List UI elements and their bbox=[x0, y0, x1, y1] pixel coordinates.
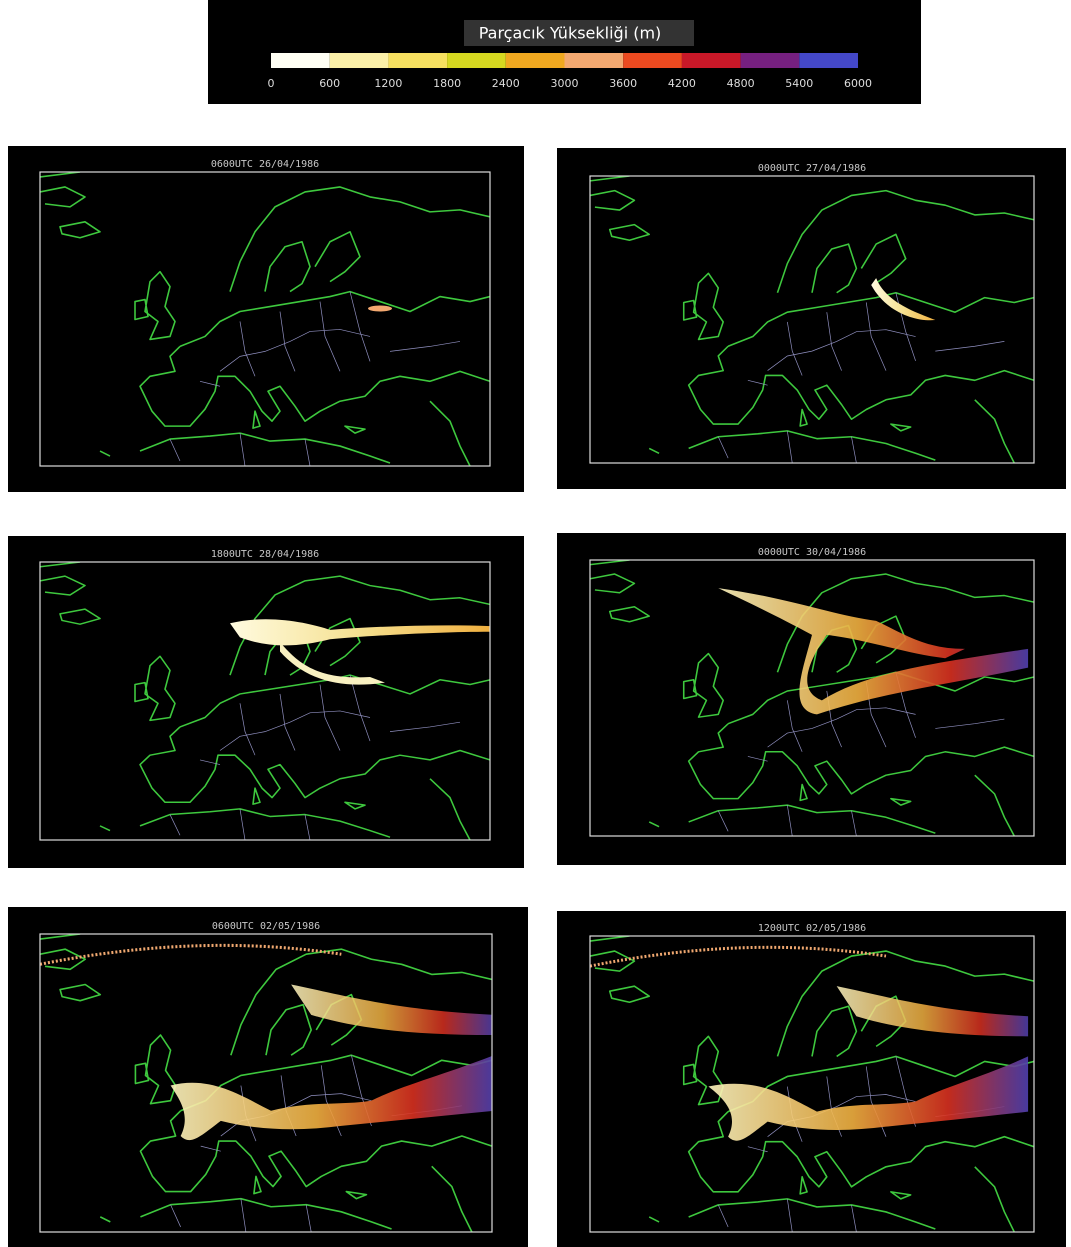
color-bar-segment bbox=[388, 53, 448, 68]
color-bar-segment bbox=[623, 53, 682, 68]
color-bar bbox=[271, 53, 858, 68]
color-bar-tick-label: 0 bbox=[268, 77, 275, 90]
color-bar-ticks: 0 600 1200 1800 2400 3000 3600 4200 4800 5400 6000 bbox=[268, 77, 873, 90]
color-bar-segment bbox=[740, 53, 800, 68]
map-panel: 1800UTC 28/04/1986 bbox=[8, 536, 524, 868]
legend-title-box bbox=[464, 20, 694, 46]
color-bar-tick-label: 5400 bbox=[785, 77, 813, 90]
map-panel: 0600UTC 02/05/1986 bbox=[8, 907, 528, 1247]
color-bar-tick-label: 4200 bbox=[668, 77, 696, 90]
color-bar-segment bbox=[447, 53, 506, 68]
map bbox=[590, 936, 1034, 1232]
particle-plume bbox=[368, 305, 392, 312]
color-bar-tick-label: 600 bbox=[319, 77, 340, 90]
panel-title: 0600UTC 02/05/1986 bbox=[212, 921, 320, 932]
color-bar-tick-label: 6000 bbox=[844, 77, 872, 90]
color-bar-tick-label: 4800 bbox=[727, 77, 755, 90]
plume-shape bbox=[230, 619, 490, 646]
map-frame bbox=[589, 935, 1035, 1233]
map-panel: 0000UTC 27/04/1986 bbox=[557, 148, 1066, 489]
color-bar-tick-label: 1200 bbox=[374, 77, 402, 90]
panel-title: 0000UTC 30/04/1986 bbox=[758, 547, 866, 558]
plume-shape bbox=[170, 1055, 492, 1141]
map-panel: 0000UTC 30/04/1986 bbox=[557, 533, 1066, 865]
map bbox=[40, 934, 492, 1232]
color-bar-tick-label: 2400 bbox=[492, 77, 520, 90]
map bbox=[590, 176, 1034, 463]
map-panel: 1200UTC 02/05/1986 bbox=[557, 911, 1066, 1247]
map bbox=[40, 172, 490, 466]
map-frame bbox=[589, 175, 1035, 464]
map-frame bbox=[589, 559, 1035, 837]
color-bar-segment bbox=[505, 53, 565, 68]
color-bar-tick-label: 3000 bbox=[551, 77, 579, 90]
plume-shape bbox=[280, 642, 385, 685]
particle-plume bbox=[871, 278, 936, 321]
legend-title: Parçacık Yüksekliği (m) bbox=[479, 24, 662, 43]
color-bar-tick-label: 1800 bbox=[433, 77, 461, 90]
legend: Parçacık Yüksekliği (m) 0 600 1200 1800 2400… bbox=[208, 0, 921, 104]
color-bar-segment bbox=[329, 53, 389, 68]
map-frame bbox=[39, 933, 493, 1233]
particle-plume bbox=[40, 943, 492, 1141]
plume-shape bbox=[708, 1056, 1029, 1141]
panel-title: 1200UTC 02/05/1986 bbox=[758, 923, 866, 934]
particle-plume bbox=[718, 588, 1029, 715]
plume-shape bbox=[871, 278, 936, 321]
plume-shape bbox=[291, 984, 492, 1036]
map-panel: 0600UTC 26/04/1986 bbox=[8, 146, 524, 492]
particle-plume bbox=[230, 619, 490, 685]
color-bar-segment bbox=[564, 53, 624, 68]
plume-shape bbox=[836, 986, 1029, 1037]
legend-background bbox=[208, 0, 921, 104]
map-frame bbox=[39, 171, 491, 467]
map-frame bbox=[39, 561, 491, 841]
map bbox=[590, 560, 1034, 836]
map bbox=[40, 562, 490, 840]
color-bar-segment bbox=[799, 53, 858, 68]
color-bar-segment bbox=[681, 53, 741, 68]
color-bar-segment bbox=[271, 53, 330, 68]
panel-background bbox=[8, 146, 524, 492]
map-panels: 0600UTC 26/04/1986 0000UTC 27/04/1986 1800… bbox=[8, 146, 1066, 1247]
particle-plume bbox=[590, 945, 1029, 1141]
color-bar-tick-label: 3600 bbox=[609, 77, 637, 90]
panel-title: 0000UTC 27/04/1986 bbox=[758, 163, 866, 174]
panel-title: 0600UTC 26/04/1986 bbox=[211, 159, 319, 170]
panel-background bbox=[8, 536, 524, 868]
plume-shape bbox=[368, 305, 392, 312]
panel-title: 1800UTC 28/04/1986 bbox=[211, 549, 319, 560]
panel-background bbox=[557, 148, 1066, 489]
plume-shape bbox=[718, 588, 1029, 715]
